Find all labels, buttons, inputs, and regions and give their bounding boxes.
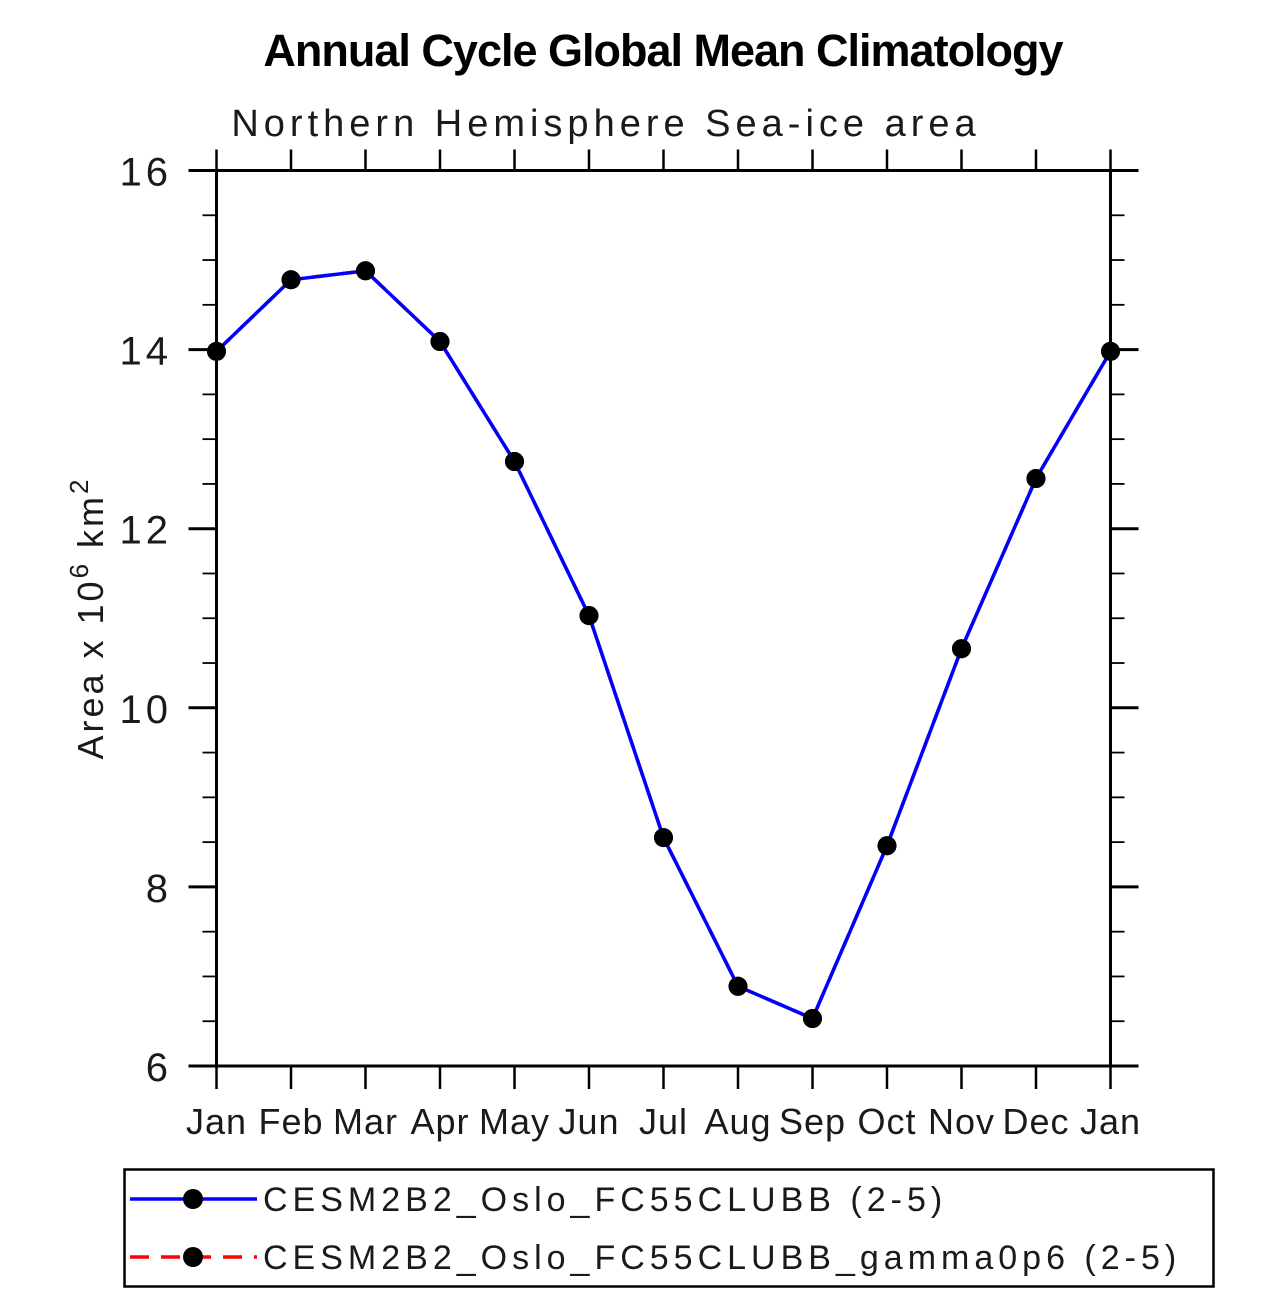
data-point-marker [952, 639, 971, 659]
y-tick-label: 16 [120, 151, 173, 195]
x-tick-label: Dec [1002, 1101, 1069, 1142]
y-axis-title: Area x 106 km2 [64, 476, 111, 759]
data-point-marker [1026, 469, 1046, 489]
y-tick-label: 8 [146, 867, 172, 911]
x-tick-label: Oct [857, 1101, 916, 1142]
legend-item-dashed: CESM2B2_Oslo_FC55CLUBB_gamma0p6 (2-5) [130, 1239, 1181, 1277]
data-point-marker [505, 452, 524, 472]
x-tick-label: Jan [1080, 1101, 1141, 1142]
legend-marker-icon [183, 1247, 203, 1267]
y-tick-labels: 6 8 10 12 14 16 [120, 151, 173, 1091]
x-tick-label: Mar [333, 1101, 398, 1142]
data-point-marker [356, 261, 375, 281]
y-axis-title-units: km [70, 494, 111, 561]
y-axis-title-exponent: 6 [64, 561, 94, 578]
y-tick-label: 12 [120, 509, 173, 553]
legend-label: CESM2B2_Oslo_FC55CLUBB_gamma0p6 (2-5) [263, 1239, 1181, 1277]
legend-box [123, 1168, 1215, 1288]
data-point-marker [877, 836, 897, 856]
data-point-marker [803, 1009, 822, 1029]
legend: CESM2B2_Oslo_FC55CLUBB (2-5) CESM2B2_Osl… [123, 1168, 1215, 1288]
x-tick-label: Feb [258, 1101, 323, 1142]
plot-border [215, 169, 1112, 1068]
x-tick-labels: Jan Feb Mar Apr May Jun Jul Aug Sep Oct Nov Dec Jan [186, 1101, 1141, 1142]
legend-label: CESM2B2_Oslo_FC55CLUBB (2-5) [263, 1181, 947, 1219]
chart-subtitle: Northern Hemisphere Sea-ice area [231, 103, 980, 145]
x-tick-label: Nov [928, 1101, 995, 1142]
data-point-marker [579, 606, 599, 626]
x-tick-label: Jan [186, 1101, 247, 1142]
series-line-solid [215, 268, 1113, 1021]
page-title: Annual Cycle Global Mean Climatology [263, 25, 1063, 76]
plot-series [207, 261, 1120, 1029]
y-axis-title-units-exponent: 2 [64, 476, 94, 493]
y-tick-label: 10 [120, 688, 173, 732]
x-tick-label: Aug [704, 1101, 771, 1142]
y-tick-label: 14 [120, 330, 173, 374]
data-point-marker [728, 976, 748, 996]
series-line-dashed [215, 268, 1113, 1021]
data-point-marker [281, 270, 301, 290]
data-point-marker [430, 332, 450, 352]
x-tick-label: Apr [410, 1101, 469, 1142]
x-tick-label: Jul [639, 1101, 688, 1142]
x-tick-label: May [479, 1101, 550, 1142]
legend-item-solid: CESM2B2_Oslo_FC55CLUBB (2-5) [130, 1181, 947, 1219]
legend-marker-icon [183, 1189, 203, 1209]
x-tick-label: Jun [558, 1101, 619, 1142]
y-tick-label: 6 [146, 1046, 172, 1090]
data-point-marker [654, 828, 673, 848]
y-axis-title-prefix: Area x 10 [70, 578, 111, 759]
x-tick-label: Sep [779, 1101, 846, 1142]
axis-ticks [188, 149, 1139, 1089]
